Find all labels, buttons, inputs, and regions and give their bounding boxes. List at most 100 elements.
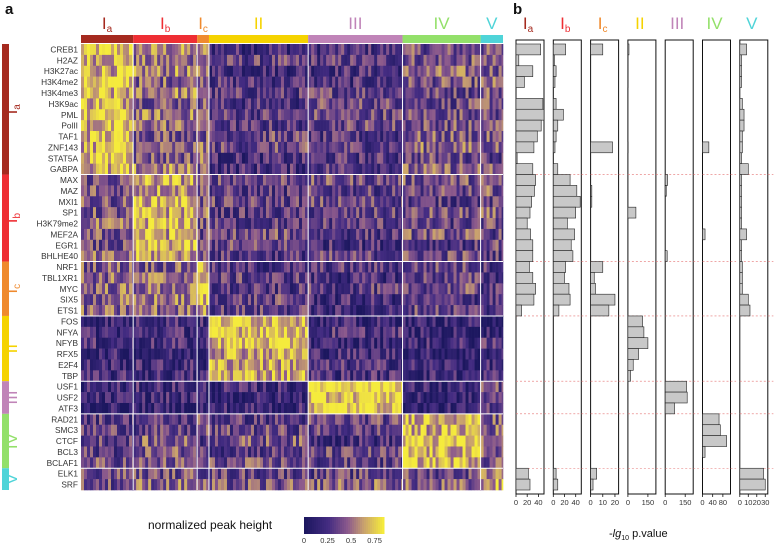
heatmap-cell xyxy=(317,44,321,56)
heatmap-cell xyxy=(501,44,504,56)
heatmap-cell xyxy=(317,196,321,208)
heatmap-cell xyxy=(459,315,463,328)
heatmap-cell xyxy=(129,76,133,88)
heatmap-cell xyxy=(392,359,396,371)
heatmap-cell xyxy=(501,185,504,197)
heatmap-cell xyxy=(181,250,185,262)
heatmap-cell xyxy=(317,239,321,251)
heatmap-cell xyxy=(181,337,185,349)
heatmap-cell xyxy=(453,370,457,382)
heatmap-cell xyxy=(317,109,321,121)
heatmap-cell xyxy=(450,294,454,306)
heatmap-cell xyxy=(211,54,216,67)
heatmap-cell xyxy=(283,141,288,154)
heatmap-cell xyxy=(441,196,445,208)
heatmap-cell xyxy=(244,283,249,295)
heatmap-cell xyxy=(398,305,402,317)
heatmap-cell xyxy=(480,228,484,241)
heatmap-cell xyxy=(468,98,472,110)
heatmap-cell xyxy=(197,185,201,197)
heatmap-cell xyxy=(214,163,219,175)
heatmap-cell xyxy=(175,109,179,121)
heatmap-cell xyxy=(365,272,369,284)
heatmap-cell xyxy=(389,87,393,99)
heatmap-cell xyxy=(126,196,130,208)
heatmap-cell xyxy=(414,272,418,284)
heatmap-cell xyxy=(211,283,216,295)
heatmap-cell xyxy=(181,76,185,88)
heatmap-cell xyxy=(84,283,88,295)
heatmap-cell xyxy=(377,239,381,251)
heatmap-cell xyxy=(256,261,261,273)
heatmap-cell xyxy=(344,305,348,317)
heatmap-cell xyxy=(498,359,502,371)
heatmap-cell xyxy=(480,359,484,371)
heatmap-cell xyxy=(383,250,387,262)
heatmap-cell xyxy=(383,65,387,77)
heatmap-cell xyxy=(139,294,143,306)
heatmap-cell xyxy=(84,337,88,349)
heatmap-cell xyxy=(350,98,354,110)
heatmap-cell xyxy=(220,185,225,197)
heatmap-cell xyxy=(374,87,378,99)
heatmap-cell xyxy=(462,185,466,197)
heatmap-cell xyxy=(392,174,396,186)
heatmap-cell xyxy=(453,174,457,186)
heatmap-cell xyxy=(489,120,493,132)
heatmap-cell xyxy=(392,283,396,295)
heatmap-cell xyxy=(208,337,213,349)
heatmap-cell xyxy=(356,109,360,121)
heatmap-cell xyxy=(402,109,406,121)
heatmap-cell xyxy=(304,294,309,306)
heatmap-cell xyxy=(238,54,243,67)
heatmap-cell xyxy=(129,207,133,219)
heatmap-cell xyxy=(405,131,409,143)
heatmap-cell xyxy=(450,402,454,415)
heatmap-cell xyxy=(166,44,170,56)
heatmap-cell xyxy=(114,402,118,415)
heatmap-cell xyxy=(129,337,133,349)
heatmap-cell xyxy=(332,54,336,67)
heatmap-cell xyxy=(96,272,100,284)
heatmap-cell xyxy=(401,326,403,339)
heatmap-cell xyxy=(380,120,384,132)
heatmap-cell xyxy=(99,359,103,371)
heatmap-cell xyxy=(114,174,118,186)
heatmap-cell xyxy=(181,359,185,371)
heatmap-cell xyxy=(332,381,336,393)
heatmap-cell xyxy=(256,326,261,339)
heatmap-cell xyxy=(81,185,85,197)
heatmap-cell xyxy=(402,337,406,349)
heatmap-cell xyxy=(301,272,306,284)
heatmap-cell xyxy=(411,326,415,339)
heatmap-cell xyxy=(145,305,149,317)
heatmap-cell xyxy=(90,152,94,164)
heatmap-cell xyxy=(154,76,158,88)
heatmap-cell xyxy=(405,163,409,175)
heatmap-cell xyxy=(93,294,97,306)
heatmap-cell xyxy=(395,185,399,197)
heatmap-cell xyxy=(417,381,421,393)
heatmap-cell xyxy=(259,109,264,121)
heatmap-cell xyxy=(374,315,378,328)
heatmap-cell xyxy=(356,392,360,404)
heatmap-cell xyxy=(501,120,504,132)
heatmap-cell xyxy=(501,272,504,284)
heatmap-cell xyxy=(453,402,457,415)
heatmap-cell xyxy=(429,131,433,143)
heatmap-cell xyxy=(465,326,469,339)
heatmap-cell xyxy=(120,218,124,230)
heatmap-cell xyxy=(211,120,216,132)
heatmap-cell xyxy=(139,359,143,371)
heatmap-cell xyxy=(423,315,427,328)
heatmap-cell xyxy=(123,294,127,306)
heatmap-cell xyxy=(151,174,155,186)
heatmap-cell xyxy=(353,402,357,415)
heatmap-cell xyxy=(317,65,321,77)
heatmap-cell xyxy=(495,283,499,295)
heatmap-cell xyxy=(181,370,185,382)
heatmap-cell xyxy=(244,152,249,164)
heatmap-cell xyxy=(265,54,270,67)
heatmap-cell xyxy=(99,381,103,393)
heatmap-cell xyxy=(489,163,493,175)
